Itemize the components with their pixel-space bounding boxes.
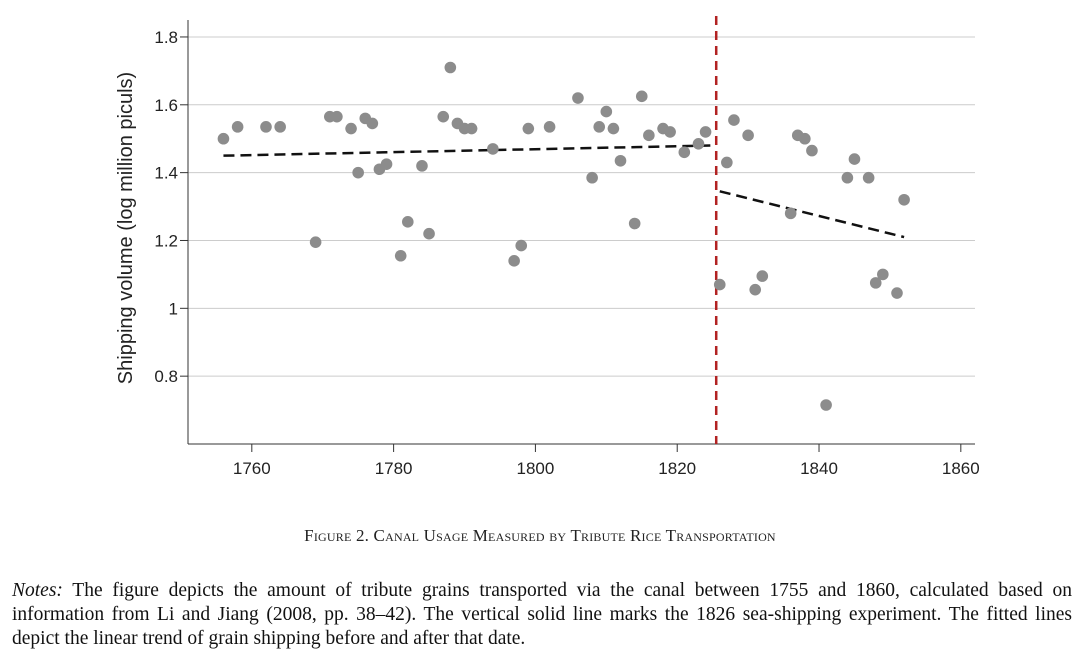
data-points [217, 61, 910, 411]
data-point [231, 121, 244, 133]
data-point [416, 160, 428, 172]
data-point [869, 277, 882, 289]
data-point [749, 283, 762, 296]
data-point [444, 61, 457, 74]
fit-lines [223, 16, 905, 444]
data-point [635, 90, 648, 103]
data-point [366, 117, 379, 130]
data-point [891, 287, 903, 299]
data-point [401, 216, 414, 228]
data-point [380, 158, 393, 170]
data-point [217, 132, 230, 145]
data-point [600, 105, 613, 118]
data-point [728, 114, 740, 126]
data-point [331, 110, 343, 123]
data-point [593, 121, 606, 133]
x-tick-label: 1760 [233, 459, 271, 478]
data-point [515, 239, 528, 252]
data-point [607, 122, 620, 135]
y-tick-label: 1.8 [154, 28, 178, 47]
notes-label: Notes: [12, 580, 63, 601]
data-point [664, 126, 676, 138]
data-point [352, 166, 364, 179]
x-tick-label: 1800 [517, 459, 555, 478]
fit-line [223, 144, 713, 157]
data-point [345, 122, 357, 135]
data-point [692, 138, 705, 150]
data-point [877, 268, 889, 281]
fit-line [719, 190, 905, 239]
x-tick-label: 1820 [658, 459, 696, 478]
x-tick-label: 1780 [375, 459, 413, 478]
data-point [394, 249, 407, 262]
data-point [543, 121, 556, 133]
x-tick-label: 1840 [800, 459, 838, 478]
axes [180, 20, 975, 452]
data-point [572, 92, 584, 104]
data-point [643, 129, 655, 142]
data-point [309, 236, 322, 248]
data-point [756, 270, 769, 282]
y-tick-label: 1.2 [154, 231, 178, 250]
data-point [862, 171, 875, 184]
tick-labels: 0.8 1 1.2 1.4 1.6 1.8 1760 1780 1800 1820 1840 1860 [154, 28, 979, 478]
data-point [848, 153, 861, 165]
x-tick-label: 1860 [942, 459, 980, 478]
gridlines [188, 36, 975, 377]
data-point [713, 278, 726, 291]
data-point [721, 156, 733, 169]
data-point [628, 217, 641, 230]
data-point [260, 121, 272, 133]
data-point [799, 132, 811, 145]
data-point [841, 171, 854, 184]
data-point [508, 255, 520, 267]
data-point [586, 171, 598, 184]
data-point [784, 207, 797, 220]
scatter-chart: 0.8 1 1.2 1.4 1.6 1.8 1760 1780 1800 1820 1840 1860… [115, 16, 980, 478]
data-point [423, 227, 435, 240]
data-point [898, 193, 910, 206]
data-point [806, 144, 818, 157]
data-point [274, 121, 286, 133]
data-point [437, 110, 450, 123]
figure-caption: Figure 2. Canal Usage Measured by Tribut… [0, 526, 1080, 546]
figure-notes: Notes: The figure depicts the amount of … [12, 579, 1072, 651]
data-point [678, 146, 691, 159]
data-point [465, 122, 478, 135]
y-tick-label: 1.4 [154, 164, 178, 183]
data-point [487, 143, 499, 155]
y-tick-label: 1 [169, 299, 178, 318]
data-point [820, 399, 832, 411]
data-point [614, 154, 627, 167]
y-tick-label: 0.8 [154, 367, 178, 386]
data-point [742, 129, 754, 142]
data-point [699, 126, 712, 138]
caption-title: Canal Usage Measured by Tribute Rice Tra… [373, 526, 776, 545]
y-tick-label: 1.6 [154, 96, 178, 115]
notes-text: The figure depicts the amount of tribute… [12, 580, 1072, 649]
caption-label: Figure 2. [304, 526, 370, 545]
data-point [522, 122, 535, 135]
y-axis-title: Shipping volume (log million piculs) [115, 72, 137, 384]
